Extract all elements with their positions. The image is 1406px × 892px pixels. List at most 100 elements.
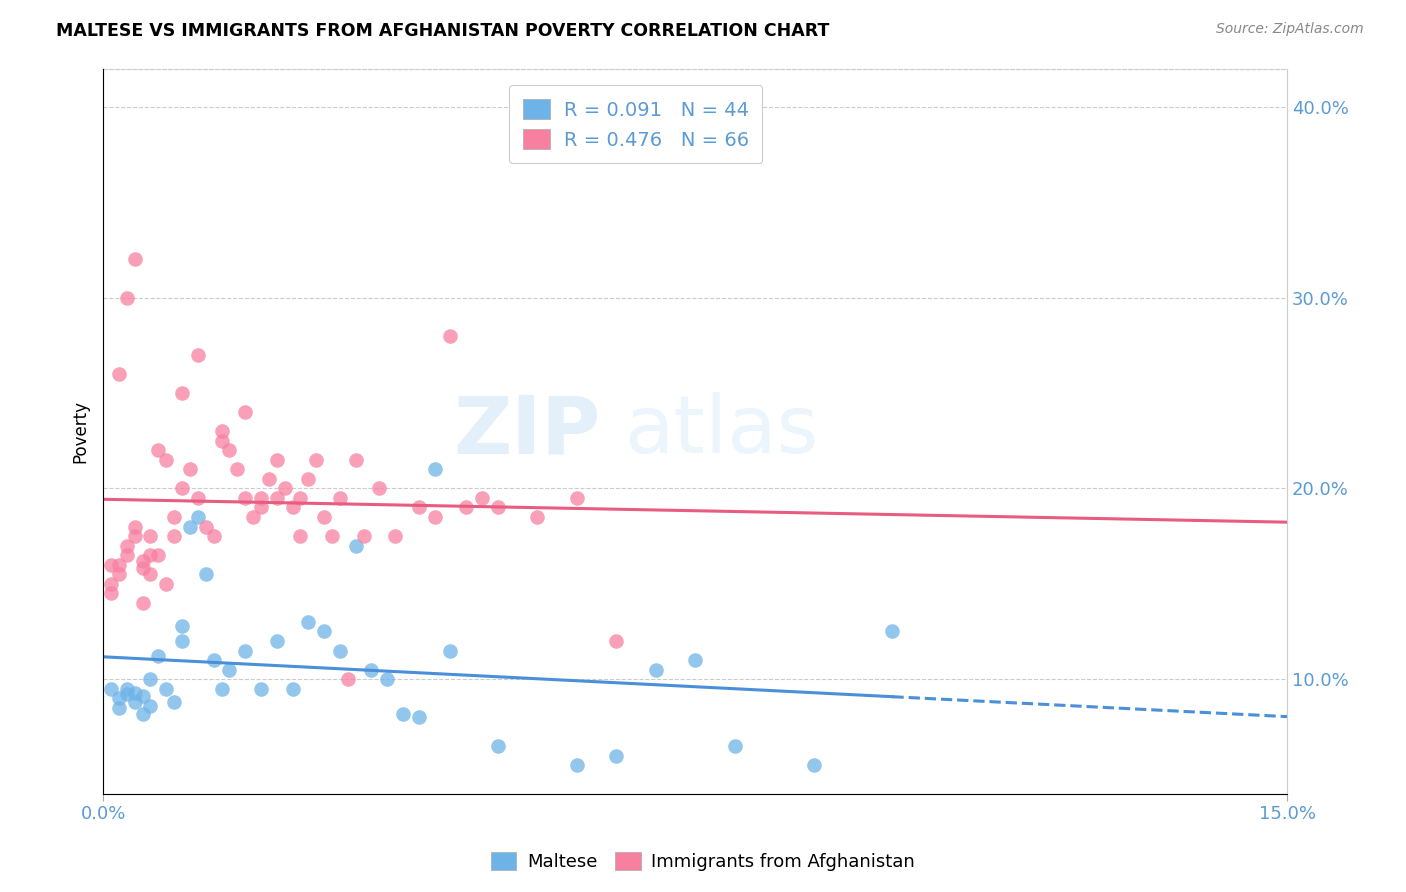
Legend: R = 0.091   N = 44, R = 0.476   N = 66: R = 0.091 N = 44, R = 0.476 N = 66 — [509, 86, 762, 163]
Point — [644, 663, 666, 677]
Point — [344, 539, 367, 553]
Point — [163, 510, 186, 524]
Point — [233, 405, 256, 419]
Point — [108, 691, 131, 706]
Point — [139, 567, 162, 582]
Point — [170, 634, 193, 648]
Point — [266, 491, 288, 505]
Point — [115, 548, 138, 562]
Point — [139, 529, 162, 543]
Point — [115, 539, 138, 553]
Point — [242, 510, 264, 524]
Point — [187, 491, 209, 505]
Point — [124, 685, 146, 699]
Point — [179, 519, 201, 533]
Legend: Maltese, Immigrants from Afghanistan: Maltese, Immigrants from Afghanistan — [484, 845, 922, 879]
Point — [131, 596, 153, 610]
Point — [392, 706, 415, 721]
Point — [344, 452, 367, 467]
Point — [368, 481, 391, 495]
Point — [139, 672, 162, 686]
Point — [250, 500, 273, 515]
Point — [290, 491, 312, 505]
Point — [131, 690, 153, 704]
Point — [194, 519, 217, 533]
Point — [423, 510, 446, 524]
Point — [882, 624, 904, 639]
Point — [211, 434, 233, 448]
Point — [250, 681, 273, 696]
Point — [314, 624, 336, 639]
Point — [486, 739, 509, 753]
Point — [155, 681, 177, 696]
Point — [353, 529, 375, 543]
Point — [321, 529, 343, 543]
Point — [605, 748, 627, 763]
Point — [170, 619, 193, 633]
Point — [605, 634, 627, 648]
Point — [155, 576, 177, 591]
Point — [218, 443, 240, 458]
Point — [155, 452, 177, 467]
Point — [211, 424, 233, 438]
Point — [139, 548, 162, 562]
Point — [139, 698, 162, 713]
Point — [163, 529, 186, 543]
Point — [257, 472, 280, 486]
Point — [408, 710, 430, 724]
Point — [108, 558, 131, 572]
Point — [115, 688, 138, 702]
Point — [233, 643, 256, 657]
Point — [170, 481, 193, 495]
Point — [329, 491, 352, 505]
Point — [375, 672, 398, 686]
Point — [439, 328, 461, 343]
Point — [187, 348, 209, 362]
Text: atlas: atlas — [624, 392, 818, 470]
Point — [148, 649, 170, 664]
Point — [439, 643, 461, 657]
Point — [211, 681, 233, 696]
Point — [187, 510, 209, 524]
Point — [170, 386, 193, 401]
Point — [723, 739, 745, 753]
Point — [124, 529, 146, 543]
Point — [273, 481, 295, 495]
Point — [124, 252, 146, 267]
Point — [384, 529, 406, 543]
Point — [423, 462, 446, 476]
Point — [683, 653, 706, 667]
Point — [163, 695, 186, 709]
Point — [124, 695, 146, 709]
Point — [281, 500, 304, 515]
Point — [131, 706, 153, 721]
Point — [803, 758, 825, 772]
Point — [526, 510, 548, 524]
Point — [565, 491, 588, 505]
Point — [266, 452, 288, 467]
Point — [100, 681, 122, 696]
Point — [471, 491, 494, 505]
Point — [108, 567, 131, 582]
Point — [100, 576, 122, 591]
Text: Source: ZipAtlas.com: Source: ZipAtlas.com — [1216, 22, 1364, 37]
Point — [148, 548, 170, 562]
Point — [297, 472, 319, 486]
Point — [202, 653, 225, 667]
Point — [408, 500, 430, 515]
Point — [290, 529, 312, 543]
Point — [233, 491, 256, 505]
Point — [336, 672, 359, 686]
Point — [131, 561, 153, 575]
Point — [360, 663, 382, 677]
Point — [108, 700, 131, 714]
Text: ZIP: ZIP — [453, 392, 600, 470]
Point — [148, 443, 170, 458]
Point — [124, 519, 146, 533]
Point — [329, 643, 352, 657]
Point — [281, 681, 304, 696]
Point — [486, 500, 509, 515]
Point — [115, 291, 138, 305]
Point — [202, 529, 225, 543]
Point — [100, 558, 122, 572]
